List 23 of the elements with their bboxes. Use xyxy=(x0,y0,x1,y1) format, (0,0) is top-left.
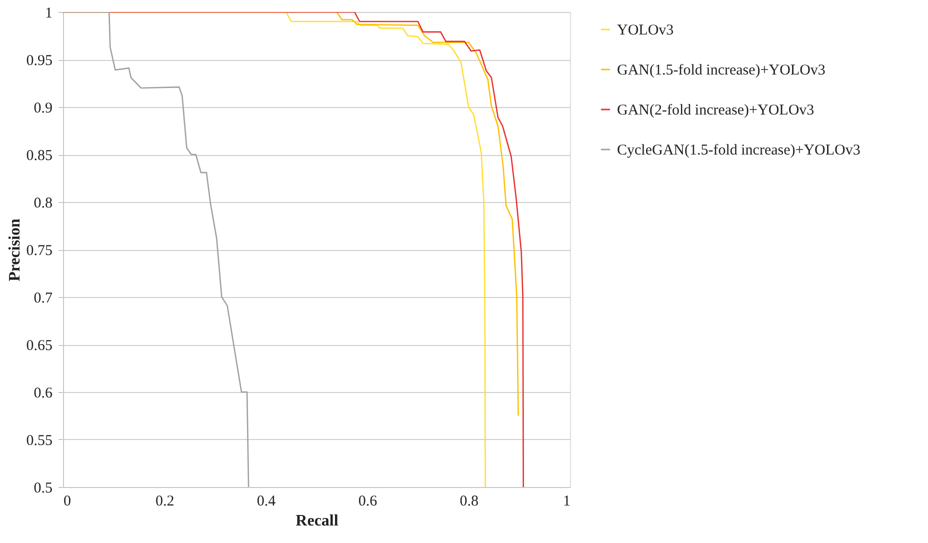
x-tick-label: 0.4 xyxy=(256,494,276,510)
x-tick-label: 0.8 xyxy=(460,494,478,510)
legend-label: CycleGAN(1.5-fold increase)+YOLOv3 xyxy=(617,142,860,158)
legend-label: GAN(2-fold increase)+YOLOv3 xyxy=(617,102,814,118)
y-tick-label: 1 xyxy=(45,6,52,22)
y-tick-label: 0.85 xyxy=(26,148,52,164)
x-tick-label: 1 xyxy=(563,494,570,510)
y-tick-label: 0.75 xyxy=(26,243,52,259)
x-axis-title: Recall xyxy=(296,512,339,530)
x-tick-label: 0 xyxy=(64,494,71,510)
y-tick-label: 0.9 xyxy=(34,100,52,116)
y-tick-label: 0.5 xyxy=(34,480,52,496)
x-tick-label: 0.2 xyxy=(156,494,174,510)
y-tick-label: 0.6 xyxy=(34,386,53,402)
y-tick-label: 0.7 xyxy=(34,290,53,306)
y-tick-label: 0.95 xyxy=(26,53,52,69)
y-tick-label: 0.65 xyxy=(26,338,52,354)
y-tick-label: 0.55 xyxy=(26,433,52,449)
y-tick-label: 0.8 xyxy=(34,196,52,212)
y-axis-title: Precision xyxy=(6,218,24,282)
legend-label: YOLOv3 xyxy=(617,22,674,38)
legend-label: GAN(1.5-fold increase)+YOLOv3 xyxy=(617,62,826,78)
x-tick-label: 0.6 xyxy=(358,494,378,510)
